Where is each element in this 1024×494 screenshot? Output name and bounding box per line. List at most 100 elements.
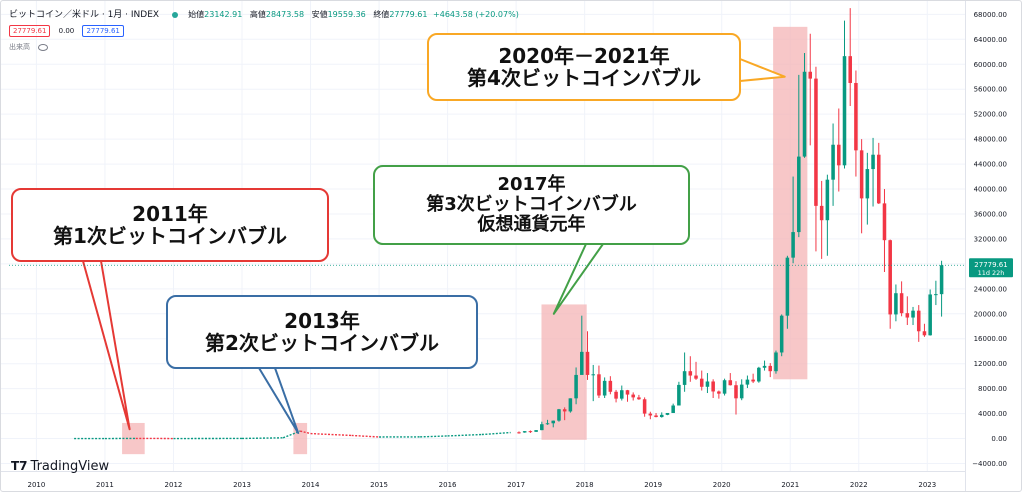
candle-body bbox=[665, 412, 670, 415]
callout-pointer bbox=[258, 367, 300, 434]
callout-2020-title: 第4次ビットコインバブル bbox=[467, 66, 701, 90]
y-tick-label: 64000.00 bbox=[974, 36, 1007, 44]
y-tick-label: 36000.00 bbox=[974, 210, 1007, 218]
candle-body bbox=[585, 351, 590, 375]
candle-body bbox=[551, 420, 556, 424]
last-price-marker: 27779.61 11d 22h bbox=[9, 258, 1013, 278]
early-line-segment bbox=[300, 430, 311, 435]
callout-2013-title: 第2次ビットコインバブル bbox=[205, 331, 439, 355]
candle-body bbox=[797, 156, 801, 233]
y-tick-label: 8000.00 bbox=[978, 385, 1007, 393]
candle-body bbox=[905, 313, 910, 318]
tradingview-logo-icon: 𝗧𝟳 bbox=[11, 459, 28, 473]
candle-body bbox=[699, 378, 704, 387]
x-tick-label: 2010 bbox=[27, 481, 45, 489]
candle-body bbox=[785, 257, 790, 316]
candle-body bbox=[705, 381, 710, 387]
candle-body bbox=[774, 352, 778, 372]
candle-body bbox=[671, 405, 675, 413]
callout-2011-title: 第1次ビットコインバブル bbox=[53, 224, 287, 248]
y-tick-label: 52000.00 bbox=[974, 111, 1007, 119]
callout-2017-year: 2017年 bbox=[497, 173, 566, 195]
candle-body bbox=[871, 154, 875, 170]
early-line-segment bbox=[351, 434, 380, 438]
callout-pointer bbox=[552, 243, 604, 315]
x-tick-label: 2023 bbox=[918, 481, 936, 489]
candle-body bbox=[677, 384, 681, 406]
candle-body bbox=[882, 203, 887, 241]
candle-body bbox=[916, 310, 921, 332]
candle-body bbox=[631, 394, 635, 398]
candle-body bbox=[574, 374, 578, 399]
low-label: 安値 bbox=[311, 10, 328, 19]
highlight-box-2020-2021 bbox=[773, 26, 808, 380]
candle-body bbox=[899, 293, 904, 314]
volume-label: 出来高 bbox=[9, 43, 30, 51]
callout-2011-bubble: 2011年 第1次ビットコインバブル bbox=[11, 188, 329, 262]
early-line-segment bbox=[481, 431, 511, 436]
candle-body bbox=[757, 367, 761, 382]
tradingview-logo[interactable]: 𝗧𝟳 TradingView bbox=[11, 459, 109, 474]
candle-body bbox=[934, 294, 938, 296]
price-axis[interactable]: −4000.00 0.00 4000.00 8000.00 12000.00 16000.… bbox=[965, 1, 1008, 492]
candle-body bbox=[608, 380, 613, 392]
candle-body bbox=[768, 365, 773, 372]
candle-body bbox=[517, 432, 521, 434]
y-tick-label: 32000.00 bbox=[974, 235, 1007, 243]
candle-body bbox=[654, 415, 658, 418]
low-value: 19559.36 bbox=[327, 10, 366, 19]
candle-body bbox=[602, 380, 607, 396]
high-label: 高値 bbox=[249, 10, 266, 19]
time-axis[interactable]: 2010 2011 2012 2013 2014 2015 2016 2017 2018 2019… bbox=[1, 471, 965, 490]
x-tick-label: 2020 bbox=[713, 481, 731, 489]
y-tick-label: 0.00 bbox=[991, 435, 1007, 443]
symbol-title[interactable]: ビットコイン／米ドル · 1月 · INDEX bbox=[9, 10, 160, 20]
candle-body bbox=[614, 391, 618, 399]
x-tick-label: 2019 bbox=[644, 481, 662, 489]
candle-body bbox=[865, 169, 870, 199]
candlestick-series bbox=[517, 8, 944, 434]
candle-body bbox=[717, 391, 721, 394]
early-line-segment bbox=[310, 432, 352, 437]
candle-body bbox=[802, 71, 807, 157]
tradingview-logo-text: TradingView bbox=[30, 459, 110, 474]
y-tick-label: 24000.00 bbox=[974, 285, 1007, 293]
y-tick-label: 56000.00 bbox=[974, 86, 1007, 94]
callout-2017-subtitle: 仮想通貨元年 bbox=[477, 214, 586, 236]
y-tick-label: 60000.00 bbox=[974, 61, 1007, 69]
candle-body bbox=[528, 431, 533, 433]
sell-button[interactable]: 27779.61 bbox=[9, 25, 51, 37]
candle-body bbox=[642, 399, 647, 414]
close-label: 終値 bbox=[373, 10, 390, 19]
close-value: 27779.61 bbox=[389, 10, 428, 19]
x-tick-label: 2018 bbox=[576, 481, 594, 489]
candle-body bbox=[837, 144, 841, 166]
candle-body bbox=[722, 380, 727, 394]
candle-body bbox=[597, 374, 601, 396]
x-tick-label: 2015 bbox=[370, 481, 388, 489]
candle-body bbox=[751, 379, 755, 382]
candle-body bbox=[557, 409, 561, 421]
eye-off-icon[interactable] bbox=[38, 43, 49, 51]
y-tick-label: 68000.00 bbox=[974, 11, 1007, 19]
candle-body bbox=[637, 397, 641, 400]
candle-body bbox=[728, 380, 733, 386]
highlight-box-2017 bbox=[541, 304, 587, 440]
candle-body bbox=[888, 240, 892, 315]
y-tick-label: 20000.00 bbox=[974, 310, 1007, 318]
candle-body bbox=[854, 82, 858, 151]
candle-body bbox=[682, 371, 687, 385]
candle-body bbox=[620, 390, 624, 399]
candle-body bbox=[711, 381, 715, 392]
callout-2013-bubble: 2013年 第2次ビットコインバブル bbox=[166, 295, 478, 369]
last-price-label bbox=[969, 258, 1013, 278]
buy-button[interactable]: 27779.61 bbox=[82, 25, 124, 37]
x-tick-label: 2021 bbox=[781, 481, 799, 489]
candle-body bbox=[825, 179, 830, 221]
x-tick-label: 2014 bbox=[302, 481, 320, 489]
spread-value: 0.00 bbox=[58, 27, 75, 35]
volume-legend: 出来高 bbox=[9, 42, 49, 52]
candle-body bbox=[848, 56, 852, 83]
last-price-countdown: 11d 22h bbox=[978, 269, 1005, 277]
